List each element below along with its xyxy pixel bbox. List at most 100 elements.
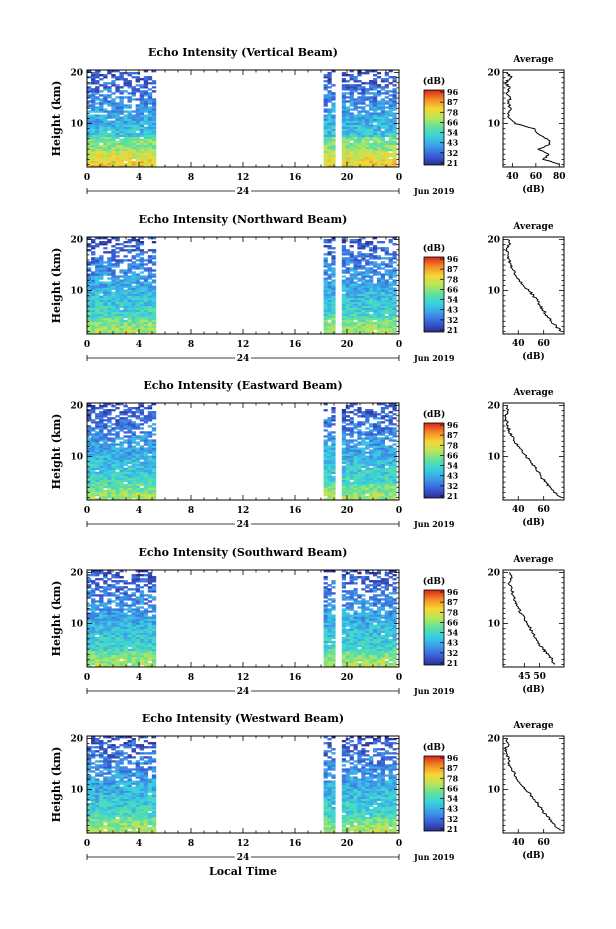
heatmap-cell	[323, 124, 328, 127]
heatmap-cell	[95, 471, 100, 475]
heatmap-cell	[111, 80, 116, 83]
heatmap-cell	[115, 126, 120, 129]
heatmap-cell	[131, 297, 136, 300]
heatmap-cell	[349, 475, 354, 479]
heatmap-cell	[99, 626, 104, 629]
heatmap-cell	[151, 307, 157, 311]
heatmap-cell	[365, 261, 370, 264]
heatmap-cell	[87, 327, 92, 331]
heatmap-cell	[139, 471, 145, 475]
heatmap-cell	[103, 477, 108, 481]
heatmap-cells	[87, 70, 397, 168]
heatmap-cell	[361, 98, 366, 101]
heatmap-cell	[91, 656, 96, 660]
heatmap-cell	[103, 425, 108, 428]
heatmap-cell	[135, 453, 140, 456]
heatmap-cell	[91, 650, 96, 654]
heatmap-cell	[115, 311, 120, 315]
heatmap-cell	[91, 467, 96, 470]
heatmap-cell	[107, 664, 112, 668]
heatmap-cell	[107, 114, 112, 117]
heatmap-cell	[91, 469, 96, 473]
heatmap-cell	[341, 457, 346, 460]
heatmap-cell	[115, 487, 120, 491]
heatmap-cell	[111, 142, 116, 146]
heatmap-cell	[369, 146, 374, 150]
heatmap-cell	[353, 453, 358, 456]
heatmap-cell	[327, 124, 332, 127]
heatmap-cell	[127, 104, 132, 107]
heatmap-cell	[369, 134, 374, 137]
heatmap-cell	[357, 86, 362, 89]
heatmap-cell	[107, 487, 112, 491]
heatmap-cell	[107, 469, 112, 473]
heatmap-cell	[373, 451, 378, 454]
heatmap-cell	[384, 271, 389, 274]
heatmap-cell	[131, 156, 136, 160]
heatmap-cell	[331, 307, 336, 311]
heatmap-cell	[345, 459, 350, 462]
heatmap-cell	[131, 646, 136, 650]
heatmap-cell	[131, 624, 136, 627]
heatmap-cell	[151, 110, 157, 113]
heatmap-cell	[353, 439, 358, 442]
colorbar-tick-label: 66	[447, 450, 459, 460]
heatmap-cell	[115, 243, 120, 246]
heatmap-cell	[123, 427, 128, 430]
heatmap-cell	[139, 253, 145, 256]
heatmap-cell	[119, 421, 124, 424]
x-tick-label: 12	[237, 173, 250, 183]
y-axis-label: Height (km)	[50, 81, 63, 157]
heatmap-cell	[111, 660, 116, 664]
heatmap-cell	[388, 469, 393, 473]
heatmap-cell	[107, 624, 112, 627]
heatmap-cell	[357, 102, 362, 105]
heatmap-cell	[123, 291, 128, 294]
heatmap-cell	[361, 150, 366, 154]
heatmap-cell	[91, 419, 96, 422]
heatmap-cell	[357, 267, 362, 270]
heatmap-cell	[143, 106, 149, 109]
heatmap-cell	[111, 253, 116, 256]
heatmap-cell	[123, 425, 128, 428]
heatmap-cell	[388, 146, 393, 150]
heatmap-cell	[143, 277, 149, 280]
heatmap-cell	[151, 164, 157, 168]
heatmap-cell	[361, 489, 366, 493]
heatmap-cell	[147, 638, 153, 642]
heatmap-cell	[373, 439, 378, 442]
heatmap-cell	[119, 315, 124, 319]
heatmap-cell	[115, 642, 120, 646]
heatmap-cell	[123, 303, 128, 307]
heatmap-cell	[123, 483, 128, 487]
heatmap-cell	[151, 106, 157, 109]
heatmap-cell	[323, 263, 328, 266]
heatmap-cell	[119, 319, 124, 323]
heatmap-cell	[111, 620, 116, 623]
heatmap-cell	[143, 642, 149, 646]
heatmap-cell	[384, 305, 389, 309]
heatmap-cell	[345, 461, 350, 464]
heatmap-cell	[349, 313, 354, 317]
heatmap-cell	[111, 146, 116, 150]
heatmap-cell	[139, 122, 145, 125]
heatmap-cell	[139, 477, 145, 481]
heatmap-cell	[357, 124, 362, 127]
heatmap-cell	[87, 491, 92, 495]
heatmap-cell	[331, 158, 336, 162]
heatmap-cell	[107, 307, 112, 311]
heatmap-cell	[95, 467, 100, 470]
heatmap-cell	[87, 156, 92, 160]
heatmap-cell	[357, 459, 362, 462]
heatmap-cell	[95, 271, 100, 274]
heatmap-cell	[123, 271, 128, 274]
heatmap-cell	[365, 475, 370, 479]
heatmap-cell	[331, 495, 336, 499]
heatmap-cell	[147, 479, 153, 483]
heatmap-cell	[392, 429, 397, 432]
heatmap-cell	[380, 152, 385, 156]
heatmap-cell	[107, 273, 112, 276]
heatmap-cell	[87, 96, 92, 99]
heatmap-cell	[123, 132, 128, 135]
heatmap-cell	[327, 110, 332, 113]
